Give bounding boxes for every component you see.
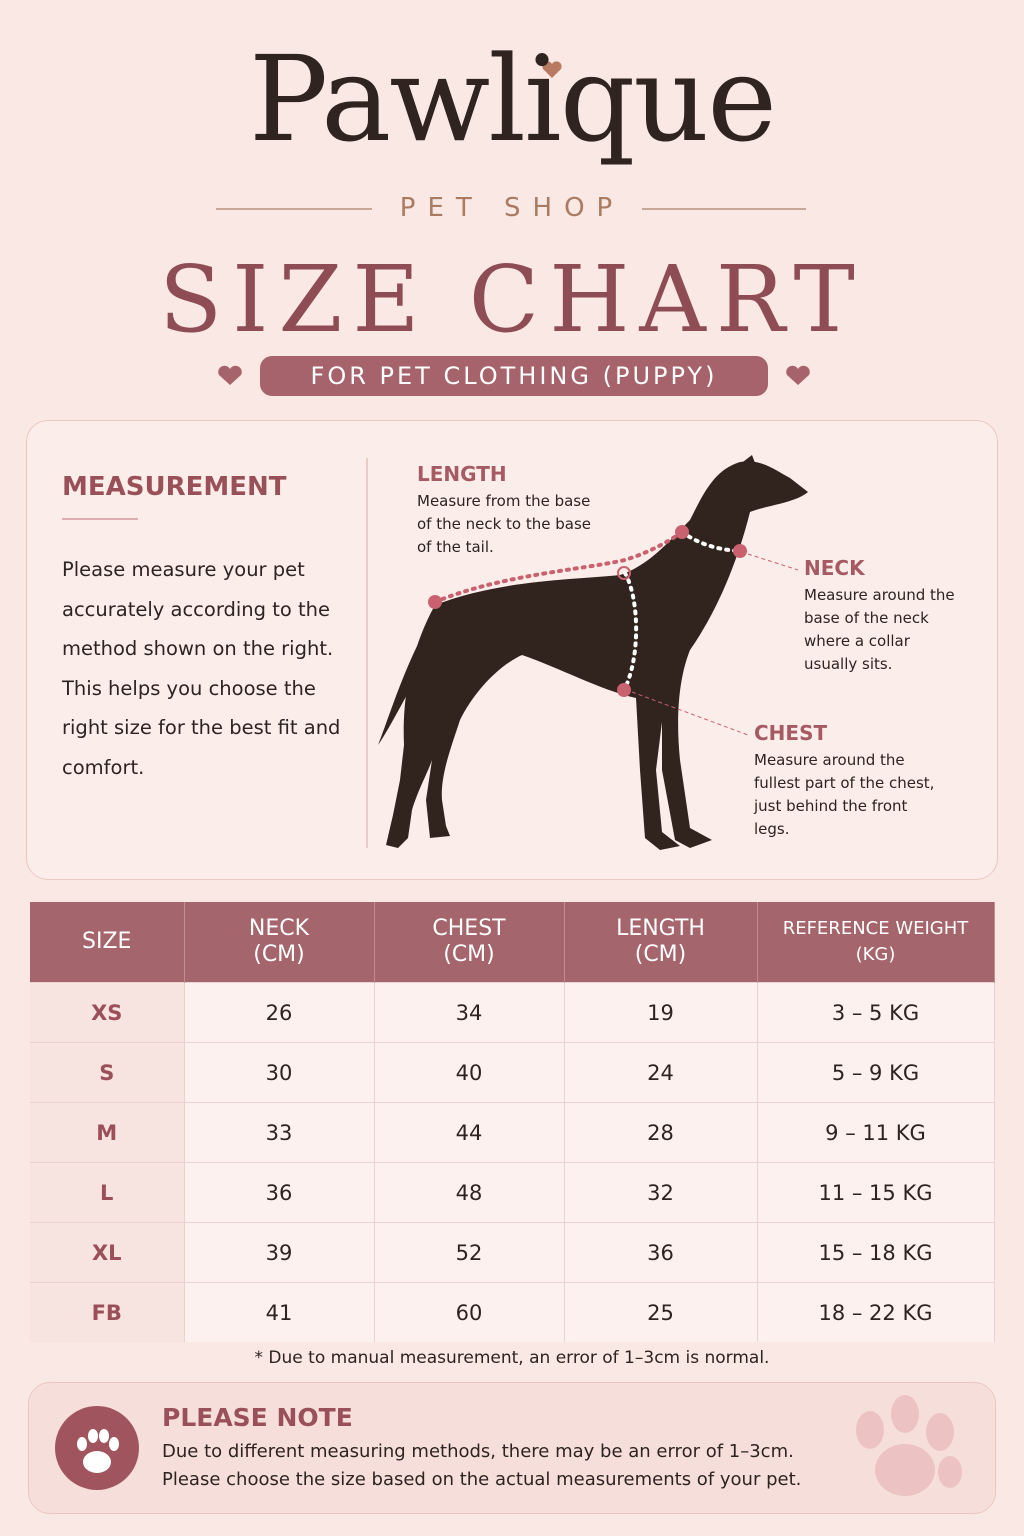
value-cell: 39 [184,1222,375,1283]
value-cell: 48 [374,1162,565,1223]
table-row: S 30 40 24 5 – 9 KG [30,1042,995,1103]
label-block: NECK Measure around the base of the neck… [804,556,964,676]
value-cell: 40 [374,1042,565,1103]
value-cell: 25 [564,1282,758,1342]
tagline: FOR PET CLOTHING (PUPPY) [260,356,768,396]
value-cell: 32 [564,1162,758,1223]
value-cell: 28 [564,1102,758,1163]
table-row: FB 41 60 25 18 – 22 KG [30,1282,995,1342]
subtitle: PET SHOP [399,193,625,223]
value-cell: 11 – 15 KG [757,1162,995,1223]
size-cell: FB [30,1282,185,1342]
value-cell: 3 – 5 KG [757,982,995,1043]
value-cell: 15 – 18 KG [757,1222,995,1283]
note-title: PLEASE NOTE [162,1403,353,1432]
column-header: LENGTH (CM) [564,902,758,983]
value-cell: 18 – 22 KG [757,1282,995,1342]
value-cell: 44 [374,1102,565,1163]
value-cell: 36 [184,1162,375,1223]
value-cell: 52 [374,1222,565,1283]
header-unit: (CM) [443,942,495,967]
header-unit: (KG) [855,944,896,965]
title: SIZE CHART [159,246,865,353]
table-row: XS 26 34 19 3 – 5 KG [30,982,995,1043]
table-row: XL 39 52 36 15 – 18 KG [30,1222,995,1283]
label-block: LENGTH Measure from the base of the neck… [417,462,597,559]
header-label: NECK [248,916,310,941]
value-cell: 33 [184,1102,375,1163]
note-line: Please choose the size based on the actu… [162,1469,802,1490]
label-title: LENGTH [417,462,507,486]
size-table: SIZE NECK (CM) CHEST (CM) LENGTH (CM) REFERENCE… [30,902,995,1342]
value-cell: 36 [564,1222,758,1283]
size-cell: S [30,1042,185,1103]
table-row: M 33 44 28 9 – 11 KG [30,1102,995,1163]
column-header: SIZE [30,902,185,983]
value-cell: 5 – 9 KG [757,1042,995,1103]
header-label: LENGTH [616,916,705,941]
table-body: XS 26 34 19 3 – 5 KG S 30 40 24 5 – 9 KG M 33 44 28 9 … [30,982,995,1342]
value-cell: 41 [184,1282,375,1342]
footnote: * Due to manual measurement, an error of… [254,1348,770,1368]
measure-text: Please measure your pet accurately accor… [62,558,341,779]
size-cell: L [30,1162,185,1223]
column-header: NECK (CM) [184,902,375,983]
value-cell: 19 [564,982,758,1043]
size-cell: XS [30,982,185,1043]
header-row: SIZE NECK (CM) CHEST (CM) LENGTH (CM) REFERENCE… [30,902,995,983]
header-label: REFERENCE WEIGHT [782,918,969,939]
label-title: NECK [804,556,865,580]
value-cell: 9 – 11 KG [757,1102,995,1163]
header-label: SIZE [82,929,132,954]
note-line: Due to different measuring methods, ther… [162,1441,794,1462]
size-cell: M [30,1102,185,1163]
header-unit: (CM) [634,942,687,967]
label-text: Measure around the fullest part of the c… [754,751,935,838]
label-title: CHEST [754,721,828,745]
value-cell: 26 [184,982,375,1043]
measure-heading: MEASUREMENT [62,472,287,502]
size-cell: XL [30,1222,185,1283]
header-unit: (CM) [253,942,305,967]
label-block: CHEST Measure around the fullest part of… [754,721,944,841]
value-cell: 60 [374,1282,565,1342]
column-header: CHEST (CM) [374,902,565,983]
value-cell: 34 [374,982,565,1043]
column-header: REFERENCE WEIGHT (KG) [757,902,995,983]
value-cell: 30 [184,1042,375,1103]
label-text: Measure around the base of the neck wher… [804,586,955,673]
note-lines: Due to different measuring methods, ther… [162,1438,801,1494]
label-text: Measure from the base of the neck to the… [417,492,592,556]
table-row: L 36 48 32 11 – 15 KG [30,1162,995,1223]
value-cell: 24 [564,1042,758,1103]
header-label: CHEST [432,916,506,941]
brand: Pawlique [248,30,777,168]
note-panel [28,1382,996,1514]
